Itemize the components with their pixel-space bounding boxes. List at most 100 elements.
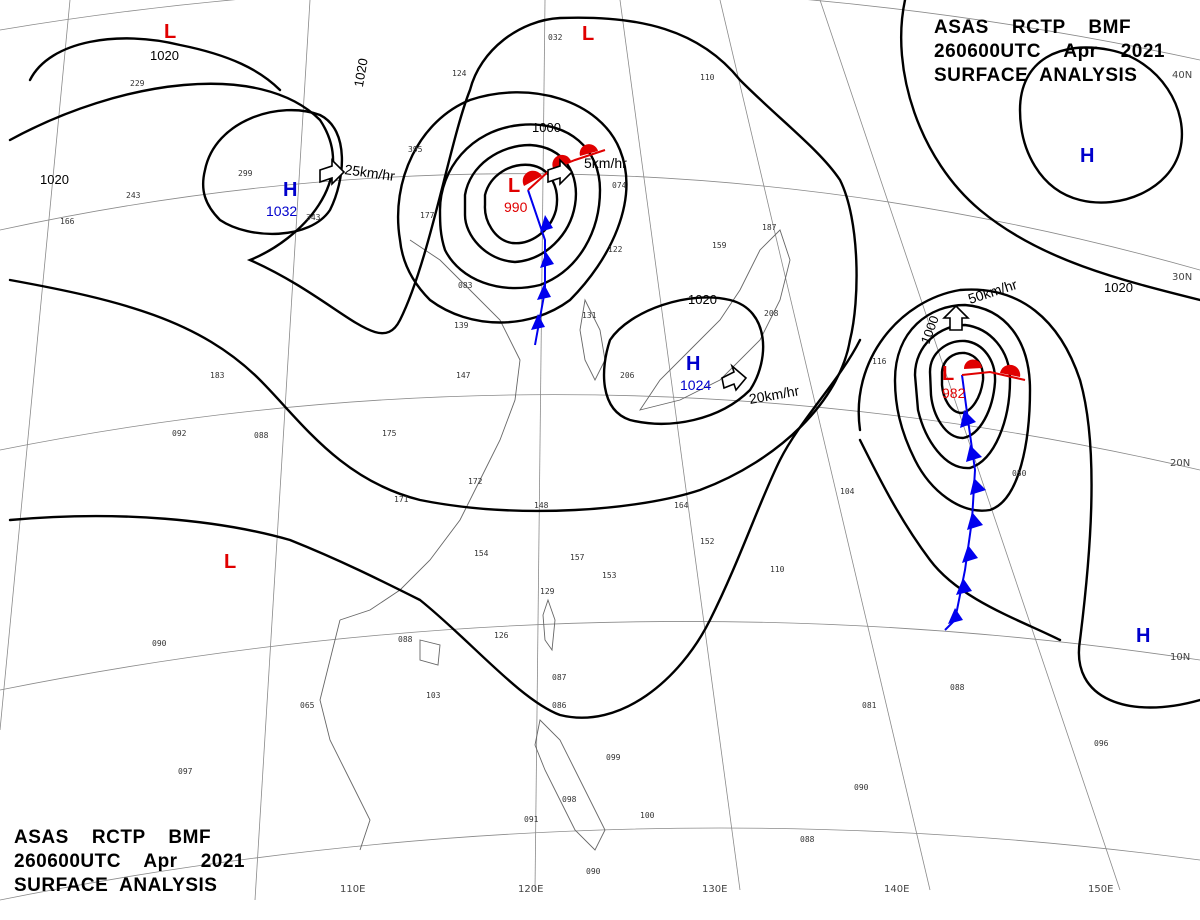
latitude-line-30n [0,173,1200,271]
station-pressure: 087 [552,673,567,682]
station-pressure: 099 [606,753,621,762]
pressure-center-letter: H [283,179,297,201]
latitude-line-10n [0,621,1200,691]
isobar-east-1020 [900,0,1200,302]
title-line: ASAS RCTP BMF [934,17,1132,38]
longitude-line-100e [0,0,71,731]
station-pressure: 343 [306,213,321,222]
isobar-label-2: 1020 [40,172,69,187]
isobar-label-4: 1000 [532,120,561,135]
station-pressure: 208 [764,309,779,318]
coastline-indochina [319,619,371,851]
isobar-982-low-inner-3 [940,351,985,415]
pressure-center-letter: L [224,551,236,573]
isobar-east-ring [1018,46,1184,204]
station-plots: 229 299 243 166 343 124 395 177 032 074 … [60,33,1109,876]
pressure-center-letter: H [1080,145,1094,167]
station-pressure: 164 [674,501,689,510]
station-pressure: 032 [548,33,563,42]
lat-label-40n: 40N [1172,70,1192,81]
lat-label-10n: 10N [1170,652,1190,663]
station-pressure: 171 [394,495,409,504]
station-pressure: 098 [562,795,577,804]
speed-label-high-1032: 25km/hr [344,161,397,184]
station-pressure: 086 [552,701,567,710]
cold-front-triangle [967,512,983,530]
isobar-990-low-mid [438,123,602,290]
isobar-south-china-sea [8,338,862,719]
station-pressure: 166 [60,217,75,226]
isobar-label-3: 1020 [351,57,371,88]
station-pressure: 097 [178,767,193,776]
station-pressure: 100 [640,811,655,820]
station-pressure: 229 [130,79,145,88]
station-pressure: 091 [524,815,539,824]
warm-front-semicircle [1000,364,1021,377]
lon-label-120e: 120E [518,884,543,895]
station-pressure: 299 [238,169,253,178]
lat-label-20n: 20N [1170,458,1190,469]
lon-label-110e: 110E [340,884,365,895]
warm-front-semicircle [522,170,542,186]
station-pressure: 148 [534,501,549,510]
station-pressure: 088 [254,431,269,440]
station-pressure: 110 [700,73,715,82]
arrow-high-1032 [319,158,346,186]
pressure-center-value: 982 [942,385,966,401]
lat-label-30n: 30N [1172,272,1192,283]
cold-front-triangle [970,478,986,495]
isobar-label-5: 1020 [688,292,717,307]
fronts [522,144,1026,631]
title-line: SURFACE ANALYSIS [14,875,218,896]
pressure-center-letter: L [582,23,594,45]
title-line: 260600UTC Apr 2021 [14,851,245,872]
station-pressure: 147 [456,371,471,380]
station-pressure: 065 [300,701,315,710]
station-pressure: 092 [172,429,187,438]
pressure-systems: L L H 1032 L 990 H 1024 H L 982 L H [164,21,1150,647]
station-pressure: 096 [1094,739,1109,748]
station-pressure: 159 [712,241,727,250]
cold-front-triangle [540,215,553,232]
coastline-japan [638,229,791,411]
coastline-taiwan [542,598,556,652]
arrow-high-1024 [721,363,748,392]
station-pressure: 090 [152,639,167,648]
isobar-main-northern-1020 [8,16,858,513]
coastline-philippines [534,719,606,851]
chart-title-top: ASAS RCTP BMF 260600UTC Apr 2021 SURFACE… [934,16,1165,88]
title-line: 260600UTC Apr 2021 [934,41,1165,62]
station-pressure: 172 [468,477,483,486]
cold-front-triangle [966,445,982,462]
station-pressure: 129 [540,587,555,596]
station-pressure: 074 [612,181,627,190]
station-pressure: 122 [608,245,623,254]
station-pressure: 154 [474,549,489,558]
station-pressure: 175 [382,429,397,438]
isobars [8,0,1200,719]
station-pressure: 153 [602,571,617,580]
cold-front-triangle [956,578,972,595]
pressure-center-letter: L [942,363,954,385]
longitude-line-110e [254,0,311,901]
warm-front-semicircle [963,359,982,369]
station-pressure: 103 [426,691,441,700]
cold-front-triangle [962,545,978,563]
motion-arrows [319,158,970,392]
station-pressure: 131 [582,311,597,320]
warm-front-eastern [961,370,1026,381]
lon-label-130e: 130E [702,884,727,895]
station-pressure: 088 [950,683,965,692]
isobar-label-1: 1020 [150,48,179,63]
pressure-center-letter: H [1136,625,1150,647]
latitude-line-20n [0,394,1200,471]
warm-front-semicircle [579,144,598,156]
isobar-label-6: 1020 [1104,280,1133,295]
isobar-982-low-mid [893,303,1032,512]
grid-labels: 40N 30N 20N 10N 110E 120E 130E 140E 150E [340,70,1192,895]
isobar-northern-low-1020 [28,37,282,92]
isobar-1024-high [602,296,765,425]
arrow-low-982 [942,304,970,331]
isobar-labels: 1020 1020 1020 1000 1020 1020 1000 [40,48,1133,346]
station-pressure: 139 [454,321,469,330]
